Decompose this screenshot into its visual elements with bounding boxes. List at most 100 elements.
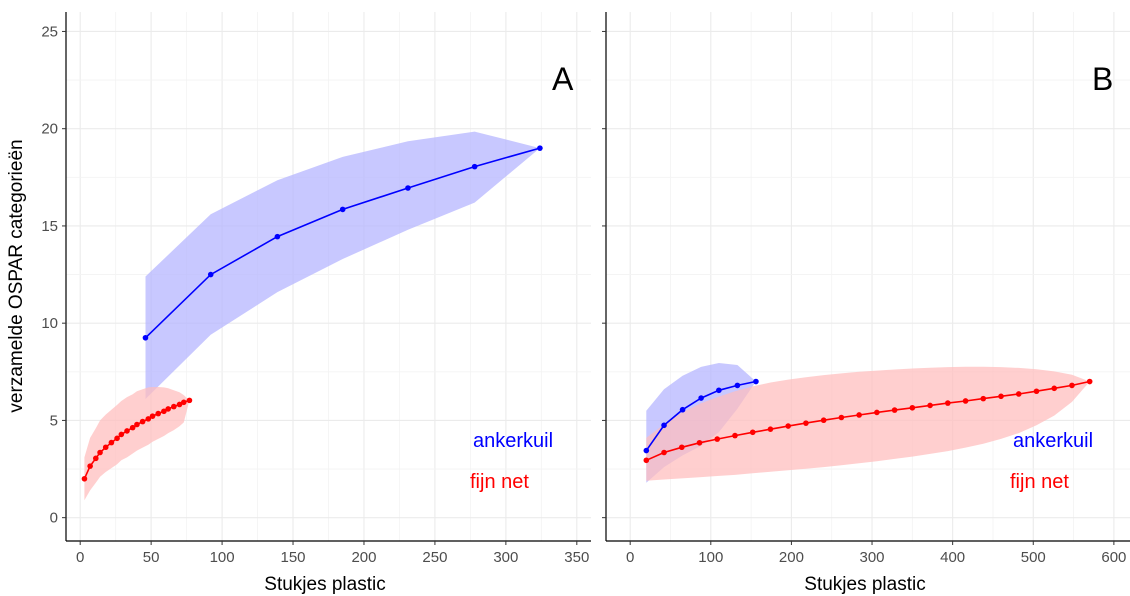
panel-a-points	[81, 145, 543, 482]
panel-b-band-fijn-net	[646, 366, 1090, 481]
panel-a-y-tick-label: 15	[41, 218, 58, 235]
panel-b-point-ankerkuil	[716, 387, 722, 394]
panel-a-y-tick-label: 0	[50, 510, 58, 527]
panel-b-point-fijn-net	[1015, 391, 1022, 397]
panel-a-point-fijn-net	[97, 449, 103, 456]
panel-b-point-fijn-net	[803, 420, 809, 426]
panel-a-legend-ankerkuil: ankerkuil	[473, 430, 553, 452]
panel-a-point-fijn-net	[129, 424, 136, 431]
panel-a-y-tick-label: 10	[41, 315, 58, 332]
panel-a-x-tick-label: 150	[281, 549, 306, 566]
panel-b-point-fijn-net	[998, 393, 1004, 400]
panel-b-point-fijn-net	[643, 457, 650, 464]
panel-b-point-ankerkuil	[661, 422, 667, 429]
panel-a-x-tick-label: 100	[210, 549, 235, 566]
panel-a-letter: A	[552, 61, 574, 97]
panel-b-point-ankerkuil	[643, 447, 650, 454]
panel-b-point-fijn-net	[927, 402, 933, 409]
panel-b-x-tick-label: 500	[1021, 549, 1046, 566]
panel-a-point-fijn-net	[145, 416, 152, 422]
panel-a-point-fijn-net	[102, 444, 109, 451]
panel-a-band-ankerkuil	[145, 131, 540, 399]
panel-a-band-fijn-net	[84, 387, 190, 501]
panel-a-x-tick-label: 50	[143, 549, 160, 566]
panel-a-point-ankerkuil	[207, 271, 214, 278]
panel-b-legend-fijn-net: fijn net	[1010, 471, 1069, 493]
panel-a-point-fijn-net	[108, 439, 115, 446]
panel-b-y-ticks	[602, 30, 606, 519]
panel-a-point-fijn-net	[161, 408, 167, 415]
panel-a-x-axis-title: Stukjes plastic	[264, 574, 385, 595]
panel-a-point-ankerkuil	[339, 206, 346, 213]
panel-a-point-fijn-net	[118, 431, 125, 438]
panel-b-point-ankerkuil	[698, 395, 704, 401]
panel-b-point-fijn-net	[874, 409, 880, 416]
panel-a-y-axis-title: verzamelde OSPAR categorieën	[6, 139, 27, 412]
panel-b-point-fijn-net	[980, 395, 987, 402]
panel-b-bands	[646, 363, 1090, 483]
panel-b-point-ankerkuil	[679, 406, 686, 413]
panel-a-x-ticks: 0 50 100 150 200 250 300 350	[76, 541, 589, 566]
panel-a-point-fijn-net	[114, 435, 120, 442]
panel-a-point-ankerkuil	[274, 233, 281, 240]
panel-b-point-fijn-net	[696, 439, 703, 446]
panel-b-point-fijn-net	[785, 423, 791, 429]
panel-b-point-fijn-net	[767, 426, 774, 432]
panel-b-point-fijn-net	[1033, 388, 1040, 395]
panel-a-point-ankerkuil	[471, 163, 478, 170]
panel-a-grid	[66, 12, 591, 541]
panel-b-x-axis-title: Stukjes plastic	[804, 574, 925, 595]
panel-a-point-fijn-net	[87, 463, 93, 469]
panel-b-x-tick-label: 600	[1101, 549, 1126, 566]
panel-a-point-fijn-net	[149, 413, 156, 419]
panel-a: 0 50 100 150 200 250 300 350 0 5 10 15 20 25 A anker…	[6, 12, 591, 595]
panel-b-point-fijn-net	[1086, 378, 1093, 385]
panel-b-x-tick-label: 100	[698, 549, 723, 566]
panel-b: 0 100 200 300 400 500 600 B ankerkuil fijn net…	[602, 12, 1130, 595]
panel-b-x-tick-label: 400	[940, 549, 965, 566]
panel-a-point-fijn-net	[186, 397, 193, 404]
panel-a-y-tick-label: 20	[41, 121, 58, 138]
panel-a-x-tick-label: 250	[422, 549, 447, 566]
panel-b-point-fijn-net	[820, 417, 827, 424]
panel-a-bands	[84, 131, 540, 501]
panel-a-y-tick-label: 25	[41, 23, 58, 40]
panel-b-x-ticks: 0 100 200 300 400 500 600	[626, 541, 1126, 566]
panel-b-point-fijn-net	[856, 412, 862, 418]
panel-b-point-fijn-net	[962, 398, 969, 404]
panel-a-y-ticks: 0 5 10 15 20 25	[41, 23, 66, 527]
panel-b-point-fijn-net	[1069, 382, 1075, 389]
panel-a-point-fijn-net	[180, 399, 187, 406]
panel-a-x-tick-label: 200	[351, 549, 376, 566]
panel-b-axes	[605, 12, 1130, 542]
panel-b-line-fijn-net	[645, 380, 1090, 462]
panel-a-point-fijn-net	[134, 421, 140, 428]
panel-a-x-tick-label: 350	[564, 549, 589, 566]
panel-a-legend-fijn-net: fijn net	[470, 471, 529, 493]
panel-a-point-fijn-net	[81, 475, 88, 482]
panel-a-point-fijn-net	[165, 406, 171, 412]
panel-b-legend-ankerkuil: ankerkuil	[1013, 430, 1093, 452]
panel-a-x-tick-label: 300	[493, 549, 518, 566]
panel-a-x-tick-label: 0	[76, 549, 84, 566]
panel-b-x-tick-label: 300	[860, 549, 885, 566]
panel-b-x-tick-label: 0	[626, 549, 634, 566]
panel-b-grid	[606, 12, 1130, 541]
panel-a-point-ankerkuil	[405, 185, 411, 191]
panel-b-point-ankerkuil	[734, 382, 741, 389]
panel-a-point-ankerkuil	[537, 145, 543, 151]
panel-a-point-fijn-net	[124, 428, 130, 434]
panel-b-x-tick-label: 200	[779, 549, 804, 566]
panel-a-axes	[65, 12, 591, 542]
panel-a-point-ankerkuil	[142, 334, 149, 341]
panel-b-point-fijn-net	[732, 432, 738, 439]
panel-b-point-fijn-net	[945, 400, 951, 406]
panel-b-point-fijn-net	[678, 444, 685, 451]
panel-a-point-fijn-net	[155, 410, 162, 417]
panel-b-point-fijn-net	[714, 436, 721, 442]
panel-a-point-fijn-net	[92, 455, 99, 462]
panel-b-points	[643, 378, 1093, 464]
panel-a-point-fijn-net	[171, 403, 177, 410]
panel-b-point-fijn-net	[1051, 385, 1058, 392]
